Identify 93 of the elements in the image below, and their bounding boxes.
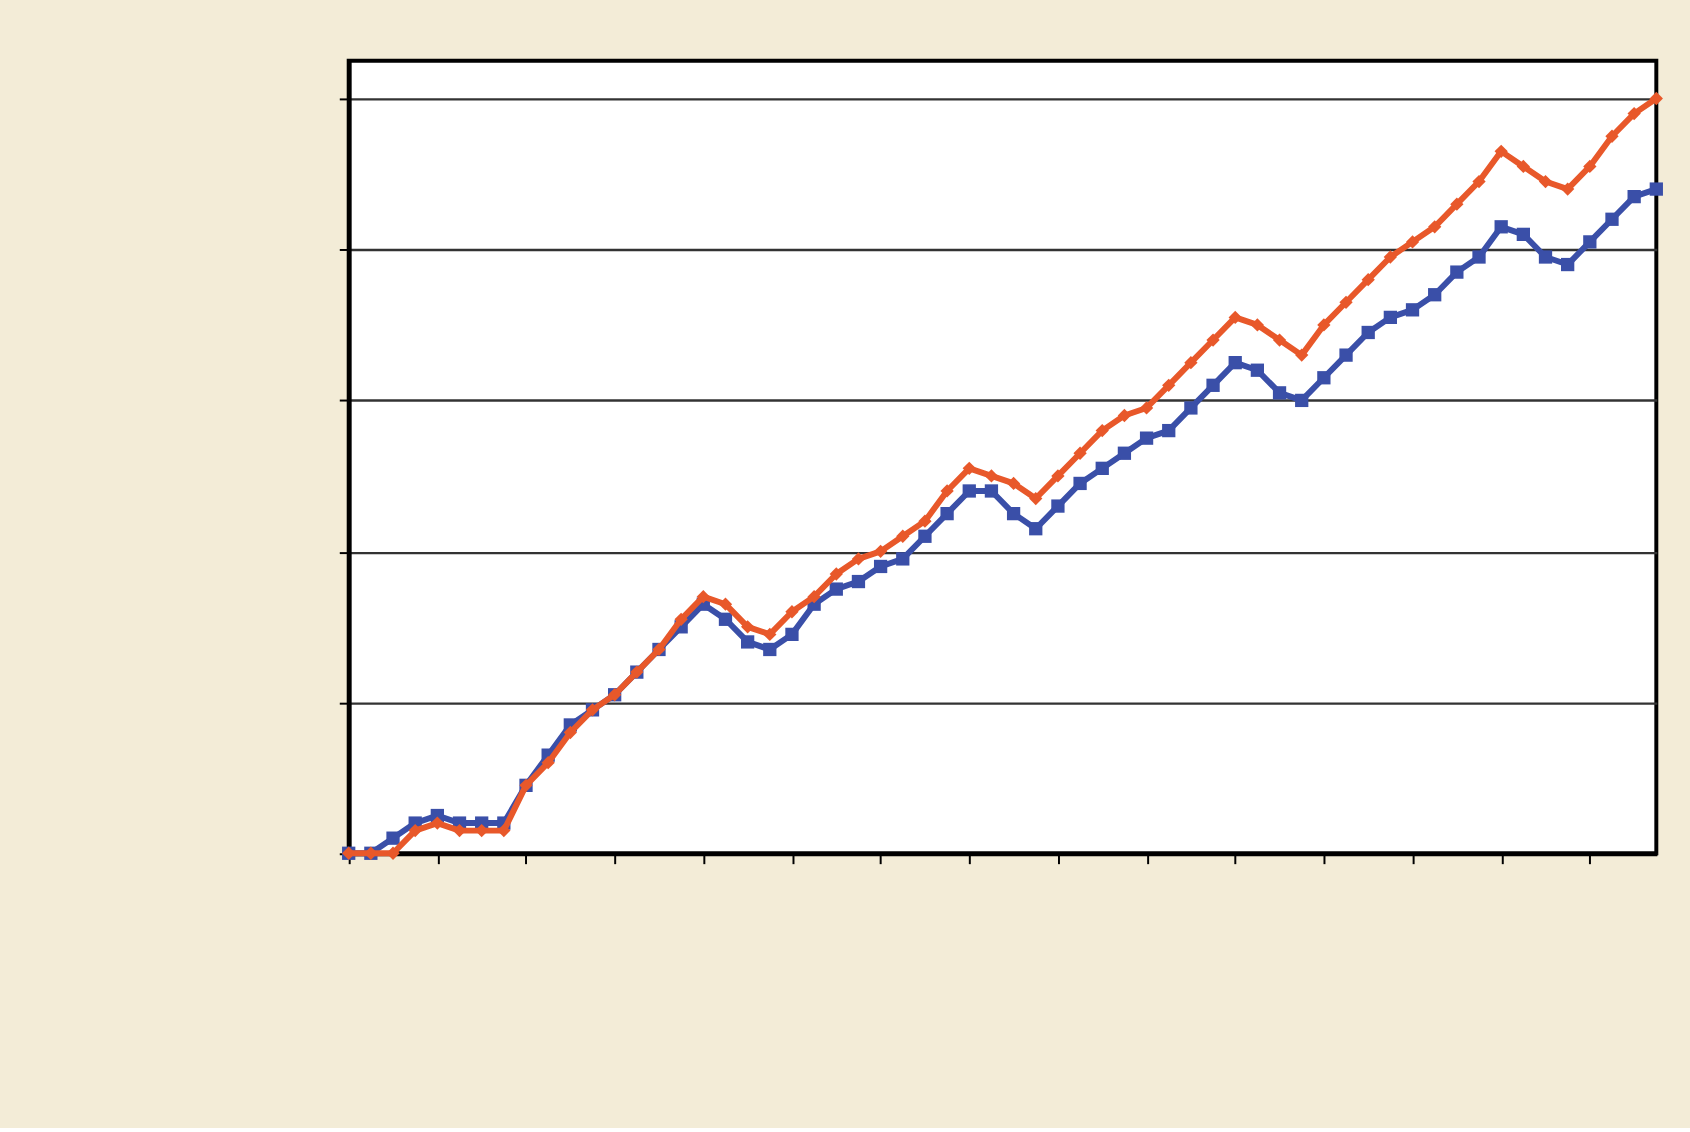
point xyxy=(1383,250,1398,264)
point xyxy=(1228,310,1242,325)
point xyxy=(1339,295,1353,309)
point xyxy=(763,642,777,657)
point xyxy=(918,514,932,528)
point xyxy=(1095,461,1109,475)
point xyxy=(1450,265,1464,279)
point xyxy=(1516,159,1530,174)
point xyxy=(829,582,843,596)
point xyxy=(1228,356,1242,370)
point xyxy=(1339,348,1353,362)
point xyxy=(896,529,910,543)
point xyxy=(1583,159,1597,174)
point xyxy=(1561,257,1575,272)
point xyxy=(1295,348,1309,362)
point xyxy=(1073,476,1087,491)
point xyxy=(984,484,999,498)
point xyxy=(718,612,733,626)
point xyxy=(541,756,555,770)
point xyxy=(851,552,866,566)
point xyxy=(940,484,954,498)
point xyxy=(918,529,932,543)
point xyxy=(1006,476,1021,491)
point xyxy=(829,567,843,581)
point xyxy=(1428,288,1442,302)
point xyxy=(940,506,954,521)
point xyxy=(430,816,444,830)
point xyxy=(1073,446,1087,460)
point xyxy=(1051,499,1065,513)
point xyxy=(1405,303,1420,317)
point xyxy=(1450,197,1464,211)
point xyxy=(1095,423,1109,438)
point xyxy=(1117,446,1132,460)
point xyxy=(674,612,688,626)
point xyxy=(1006,506,1021,521)
point xyxy=(1250,363,1265,377)
point xyxy=(1649,182,1663,196)
point xyxy=(696,590,710,604)
point xyxy=(1605,129,1619,143)
point xyxy=(1361,325,1375,340)
point xyxy=(1494,220,1508,234)
point xyxy=(1295,393,1309,408)
point xyxy=(1029,522,1043,536)
point xyxy=(1051,469,1065,483)
point xyxy=(497,823,511,838)
point xyxy=(873,544,888,558)
point xyxy=(1139,401,1154,415)
point xyxy=(763,627,777,642)
point xyxy=(563,725,577,740)
point xyxy=(1428,220,1442,234)
point xyxy=(386,831,400,845)
point xyxy=(1538,174,1553,189)
point xyxy=(1494,144,1508,158)
point xyxy=(1250,318,1265,332)
point xyxy=(962,484,976,498)
point xyxy=(1139,431,1154,445)
point xyxy=(1472,174,1486,189)
point xyxy=(1029,491,1043,506)
point xyxy=(1117,408,1132,423)
point xyxy=(1383,310,1398,325)
point xyxy=(1317,318,1331,332)
point xyxy=(740,635,755,649)
point xyxy=(1605,212,1619,226)
point xyxy=(807,590,821,604)
point xyxy=(718,597,733,611)
point xyxy=(1561,182,1575,196)
point xyxy=(851,574,866,589)
point xyxy=(1649,91,1663,106)
point xyxy=(1361,273,1375,287)
point xyxy=(1162,423,1176,438)
point xyxy=(1272,333,1287,347)
point xyxy=(1516,227,1530,241)
point xyxy=(1184,356,1198,370)
point xyxy=(1206,333,1220,347)
point xyxy=(873,559,888,574)
point xyxy=(984,469,999,483)
point xyxy=(962,461,976,475)
point xyxy=(1627,106,1641,121)
point xyxy=(1405,235,1420,249)
point xyxy=(1317,371,1331,385)
point xyxy=(1627,189,1641,204)
point xyxy=(1538,250,1553,264)
point xyxy=(896,552,910,566)
point xyxy=(1184,401,1198,415)
point xyxy=(1272,386,1287,400)
point xyxy=(740,620,755,634)
point xyxy=(785,605,799,619)
point xyxy=(1162,378,1176,392)
point xyxy=(1472,250,1486,264)
point xyxy=(1583,235,1597,249)
point xyxy=(1206,378,1220,392)
point xyxy=(785,627,799,642)
point xyxy=(408,823,422,838)
